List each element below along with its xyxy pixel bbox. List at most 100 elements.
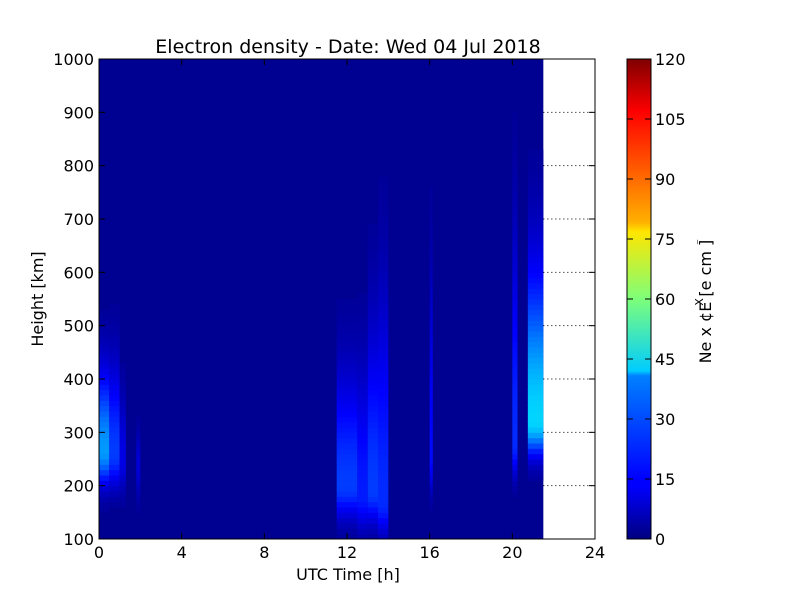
heatmap-cell — [367, 277, 378, 284]
heatmap-cell — [527, 309, 544, 316]
heatmap-cell — [527, 224, 544, 231]
heatmap-cell — [367, 304, 378, 311]
heatmap-cell — [429, 485, 433, 492]
heatmap-cell — [429, 261, 433, 268]
heatmap-cell — [119, 379, 126, 385]
y-tick-label: 900 — [63, 103, 94, 122]
heatmap-cell — [527, 432, 544, 439]
heatmap-cell — [378, 480, 389, 487]
heatmap-cell — [512, 416, 518, 423]
heatmap-cell — [378, 475, 389, 481]
heatmap-cell — [378, 229, 389, 236]
heatmap-cell — [367, 288, 378, 295]
heatmap-cell — [429, 501, 433, 508]
heatmap-cell — [357, 331, 368, 337]
heatmap-cell — [357, 309, 368, 316]
heatmap-cell — [336, 448, 358, 455]
heatmap-cell — [429, 267, 433, 273]
heatmap-cell — [429, 395, 433, 401]
x-axis-label: UTC Time [h] — [296, 565, 400, 584]
heatmap-cell — [429, 245, 433, 252]
heatmap-cell — [527, 181, 544, 188]
heatmap-cell — [527, 208, 544, 215]
heatmap-cell — [527, 229, 544, 236]
heatmap-cell — [109, 448, 120, 455]
heatmap-cell — [336, 331, 358, 337]
heatmap-cell — [527, 219, 544, 225]
heatmap-cell — [378, 491, 389, 497]
heatmap-cell — [136, 427, 141, 433]
heatmap-cell — [429, 341, 433, 348]
heatmap-cell — [429, 421, 433, 428]
heatmap-cell — [367, 523, 378, 529]
heatmap-cell — [367, 453, 378, 460]
heatmap-cell — [99, 421, 110, 428]
heatmap-cell — [378, 485, 389, 492]
heatmap-cell — [429, 469, 433, 476]
heatmap-cell — [378, 309, 389, 316]
x-tick-label: 16 — [419, 543, 439, 562]
heatmap-cell — [512, 357, 518, 364]
heatmap-cell — [512, 288, 518, 295]
heatmap-cell — [336, 416, 358, 423]
heatmap-cell — [99, 395, 110, 401]
heatmap-cell — [336, 304, 358, 311]
heatmap-cell — [378, 320, 389, 327]
heatmap-cell — [119, 427, 126, 433]
colorbar-tick-label: 120 — [655, 50, 686, 69]
heatmap-cell — [429, 320, 433, 327]
heatmap-cell — [512, 192, 518, 199]
heatmap-cell — [527, 197, 544, 204]
heatmap-cell — [109, 373, 120, 380]
heatmap-cell — [367, 256, 378, 263]
heatmap-cell — [429, 229, 433, 236]
heatmap-cell — [99, 320, 110, 327]
heatmap-cell — [336, 299, 358, 305]
heatmap-cell — [512, 491, 518, 497]
heatmap-cell — [367, 224, 378, 231]
heatmap-cell — [378, 469, 389, 476]
heatmap-cell — [99, 325, 110, 332]
heatmap-cell — [136, 491, 141, 497]
heatmap-cell — [136, 437, 141, 444]
heatmap-cell — [429, 256, 433, 263]
heatmap-cell — [378, 459, 389, 465]
heatmap-cell — [367, 373, 378, 380]
heatmap-cell — [99, 309, 110, 316]
heatmap-cell — [512, 181, 518, 188]
heatmap-cell — [429, 352, 433, 359]
heatmap-cell — [367, 352, 378, 359]
heatmap-cell — [527, 277, 544, 284]
heatmap-cell — [109, 411, 120, 417]
heatmap-cell — [512, 315, 518, 321]
heatmap-cell — [527, 272, 544, 279]
heatmap-cell — [367, 283, 378, 289]
heatmap-cell — [357, 389, 368, 396]
heatmap-cell — [512, 325, 518, 332]
heatmap-cell — [527, 192, 544, 199]
heatmap-cell — [336, 325, 358, 332]
heatmap-cell — [357, 501, 368, 508]
heatmap-cell — [367, 507, 378, 513]
heatmap-cell — [136, 453, 141, 460]
heatmap-cell — [109, 389, 120, 396]
heatmap-cell — [378, 395, 389, 401]
heatmap-cell — [367, 379, 378, 385]
heatmap-cell — [429, 224, 433, 231]
heatmap-cell — [119, 459, 126, 465]
heatmap-cell — [357, 416, 368, 423]
y-axis-label: Height [km] — [28, 251, 47, 346]
heatmap-cell — [109, 347, 120, 353]
heatmap-cell — [336, 507, 358, 513]
heatmap-cell — [378, 379, 389, 385]
heatmap-cell — [512, 437, 518, 444]
heatmap-cell — [512, 475, 518, 481]
heatmap-cell — [357, 448, 368, 455]
heatmap-cell — [512, 203, 518, 209]
heatmap-cell — [527, 261, 544, 268]
heatmap-cell — [109, 304, 120, 311]
heatmap-cell — [99, 448, 110, 455]
heatmap-cell — [527, 320, 544, 327]
heatmap-cell — [512, 341, 518, 348]
heatmap-cell — [378, 363, 389, 369]
